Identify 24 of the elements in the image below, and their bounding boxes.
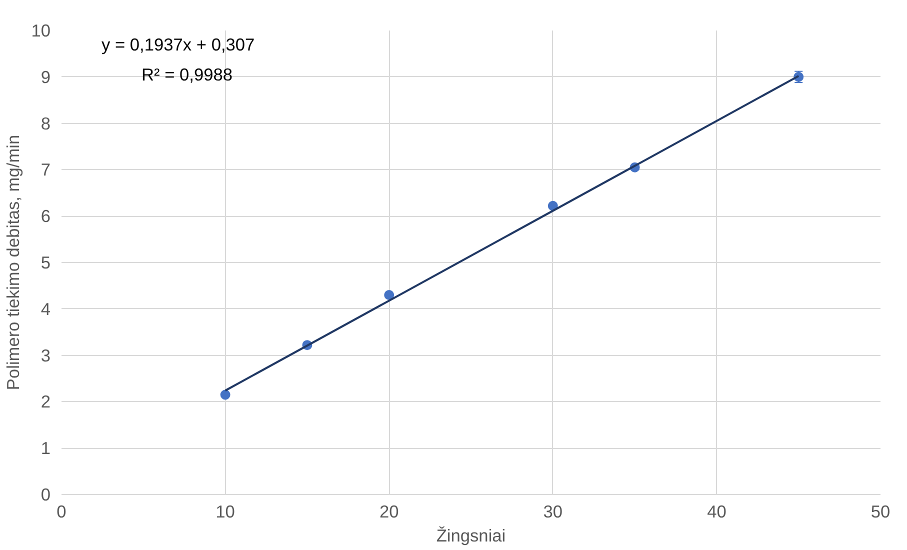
- point: [548, 200, 558, 211]
- x-tick-label: 30: [543, 502, 563, 522]
- y-tick-label: 3: [40, 345, 51, 366]
- x-tick-label: 0: [56, 502, 66, 522]
- x-tick-label: 10: [216, 502, 235, 522]
- point: [220, 390, 230, 400]
- x-tick-label: 50: [870, 502, 890, 522]
- y-axis-title: Polimero tiekimo debitas, mg/min: [3, 134, 24, 390]
- y-tick-label: 0: [40, 484, 51, 504]
- y-tick-label: 2: [40, 392, 51, 412]
- y-tick-label: 4: [40, 298, 51, 319]
- y-tick-label: 8: [40, 113, 51, 134]
- y-tick-label: 10: [31, 20, 51, 40]
- y-tick-label: 7: [40, 160, 51, 180]
- point: [384, 290, 394, 300]
- annotation: y = 0,1937x + 0,307: [102, 34, 255, 54]
- y-tick-label: 6: [40, 206, 51, 226]
- x-tick-label: 40: [707, 502, 726, 522]
- annotation: R² = 0,9988: [142, 64, 233, 84]
- y-tick-label: 5: [40, 252, 51, 272]
- y-tick-label: 9: [40, 66, 51, 87]
- x-tick-label: 20: [379, 502, 399, 522]
- x-axis-title: Žingsniai: [436, 526, 506, 546]
- y-tick-label: 1: [40, 438, 51, 458]
